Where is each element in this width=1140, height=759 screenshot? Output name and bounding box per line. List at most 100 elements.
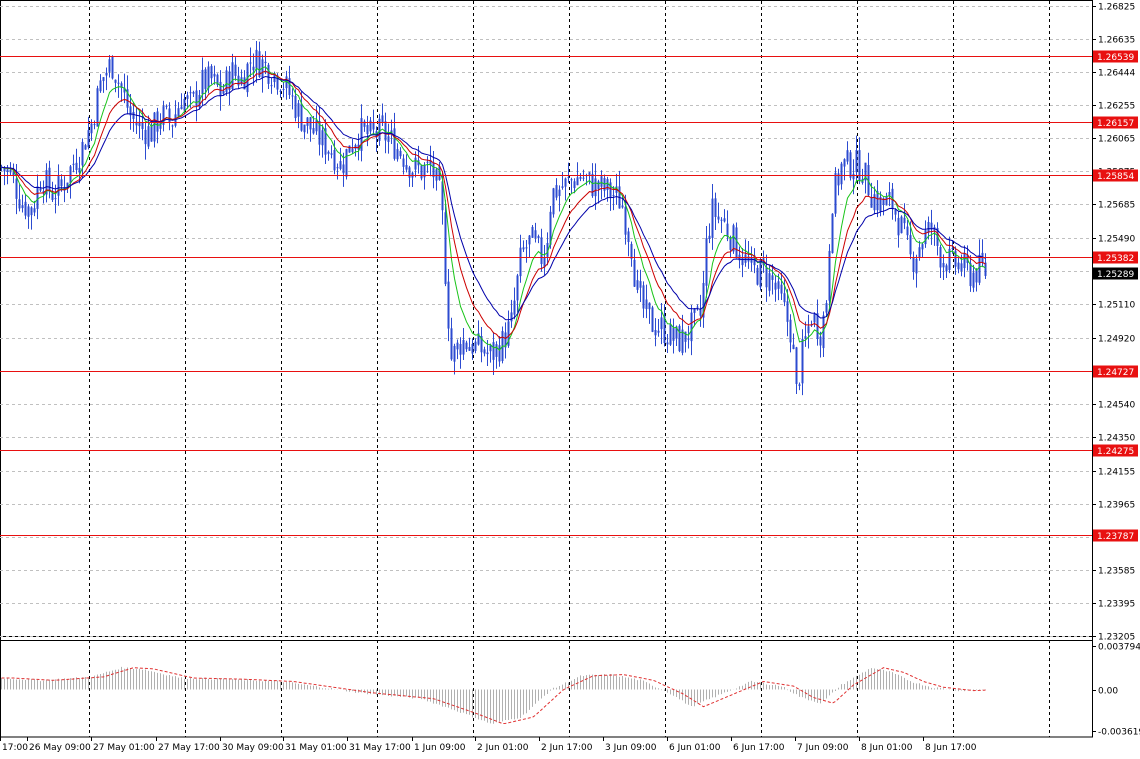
candle-body <box>249 62 252 64</box>
candle-body <box>147 126 150 147</box>
candle-body <box>696 306 699 308</box>
candle-body <box>468 346 471 351</box>
candle-body <box>912 257 915 272</box>
candle-body <box>774 282 777 290</box>
candle-body <box>210 66 213 79</box>
candle-body <box>327 151 330 154</box>
candle-body <box>333 150 336 171</box>
time-tick-label: 27 May 17:00 <box>158 743 220 753</box>
candle-body <box>801 338 804 384</box>
candle-body <box>915 258 918 274</box>
candle-body <box>465 342 468 350</box>
candle-body <box>222 90 225 94</box>
candle-body <box>573 181 576 189</box>
candle-body <box>540 237 543 265</box>
candle-body <box>300 103 303 131</box>
candle-body <box>213 73 216 77</box>
candle-body <box>681 329 684 353</box>
level-label-bg <box>1093 365 1138 378</box>
candle-body <box>843 159 846 167</box>
candle-body <box>666 342 669 345</box>
time-tick-label: 27 May 01:00 <box>93 743 155 753</box>
candle-body <box>6 169 9 172</box>
candle-body <box>291 95 294 97</box>
candle-body <box>537 236 540 239</box>
candle-body <box>654 330 657 336</box>
candle-body <box>429 159 432 165</box>
candle-body <box>303 124 306 133</box>
candle-body <box>453 345 456 362</box>
candle-body <box>456 342 459 350</box>
candle-body <box>57 176 60 196</box>
candle-body <box>669 324 672 345</box>
candle-body <box>399 150 402 157</box>
time-tick-label: 7 Jun 09:00 <box>797 743 849 753</box>
level-label-bg <box>1093 529 1138 542</box>
time-tick-label: 17:00 <box>2 743 28 753</box>
candle-body <box>282 89 285 91</box>
candle-body <box>54 198 57 200</box>
candle-body <box>609 182 612 198</box>
time-tick-label: 26 May 09:00 <box>29 743 91 753</box>
candle-body <box>105 72 108 76</box>
candle-body <box>486 352 489 355</box>
candle-body <box>444 212 447 285</box>
candle-body <box>3 167 6 172</box>
candle-body <box>735 227 738 258</box>
candle-body <box>549 211 552 245</box>
candle-body <box>918 247 921 258</box>
horizontal-levels: 1.26539 1.26157 1.25854 1.25382 1.24727 1.242… <box>0 50 1138 542</box>
candle-body <box>795 347 798 384</box>
candle-body <box>639 281 642 288</box>
candle-body <box>804 336 807 339</box>
time-tick-label: 2 Jun 17:00 <box>541 743 593 753</box>
candle-body <box>882 198 885 205</box>
candle-body <box>750 257 753 263</box>
candle-body <box>381 115 384 123</box>
candle-body <box>552 188 555 215</box>
candle-body <box>831 213 834 254</box>
candle-body <box>498 345 501 362</box>
candle-body <box>75 162 78 171</box>
level-label-bg <box>1093 444 1138 457</box>
candle-body <box>36 186 39 209</box>
candle-body <box>336 167 339 169</box>
candle-body <box>60 179 63 187</box>
candle-body <box>516 275 519 301</box>
candle-body <box>72 163 75 165</box>
current-price-bg <box>1093 267 1138 280</box>
candle-body <box>606 179 609 190</box>
candle-body <box>783 293 786 303</box>
candle-body <box>459 343 462 355</box>
candle-body <box>888 192 891 196</box>
candle-body <box>42 191 45 194</box>
candle-body <box>234 64 237 76</box>
candle-body <box>840 163 843 185</box>
candle-body <box>906 226 909 236</box>
candle-body <box>351 148 354 153</box>
moving-average-slow <box>1 75 986 321</box>
candle-body <box>165 105 168 107</box>
time-tick-label: 6 Jun 17:00 <box>733 743 785 753</box>
candle-body <box>771 275 774 280</box>
candle-body <box>660 317 663 330</box>
candle-body <box>642 285 645 309</box>
candle-body <box>597 181 600 190</box>
candle-body <box>921 244 924 250</box>
candle-body <box>330 153 333 155</box>
candle-body <box>288 78 291 95</box>
candle-body <box>630 243 633 259</box>
candle-body <box>567 176 570 178</box>
price-tick-label: 1.26444 <box>1098 69 1135 79</box>
candle-body <box>741 257 744 266</box>
candle-body <box>153 112 156 142</box>
candle-body <box>579 177 582 179</box>
candle-body <box>45 170 48 195</box>
price-tick-label: 1.25110 <box>1098 301 1135 311</box>
candle-body <box>264 61 267 64</box>
candle-body <box>201 69 204 95</box>
candle-body <box>651 307 654 332</box>
plot-border <box>0 0 1093 738</box>
candle-body <box>495 344 498 357</box>
